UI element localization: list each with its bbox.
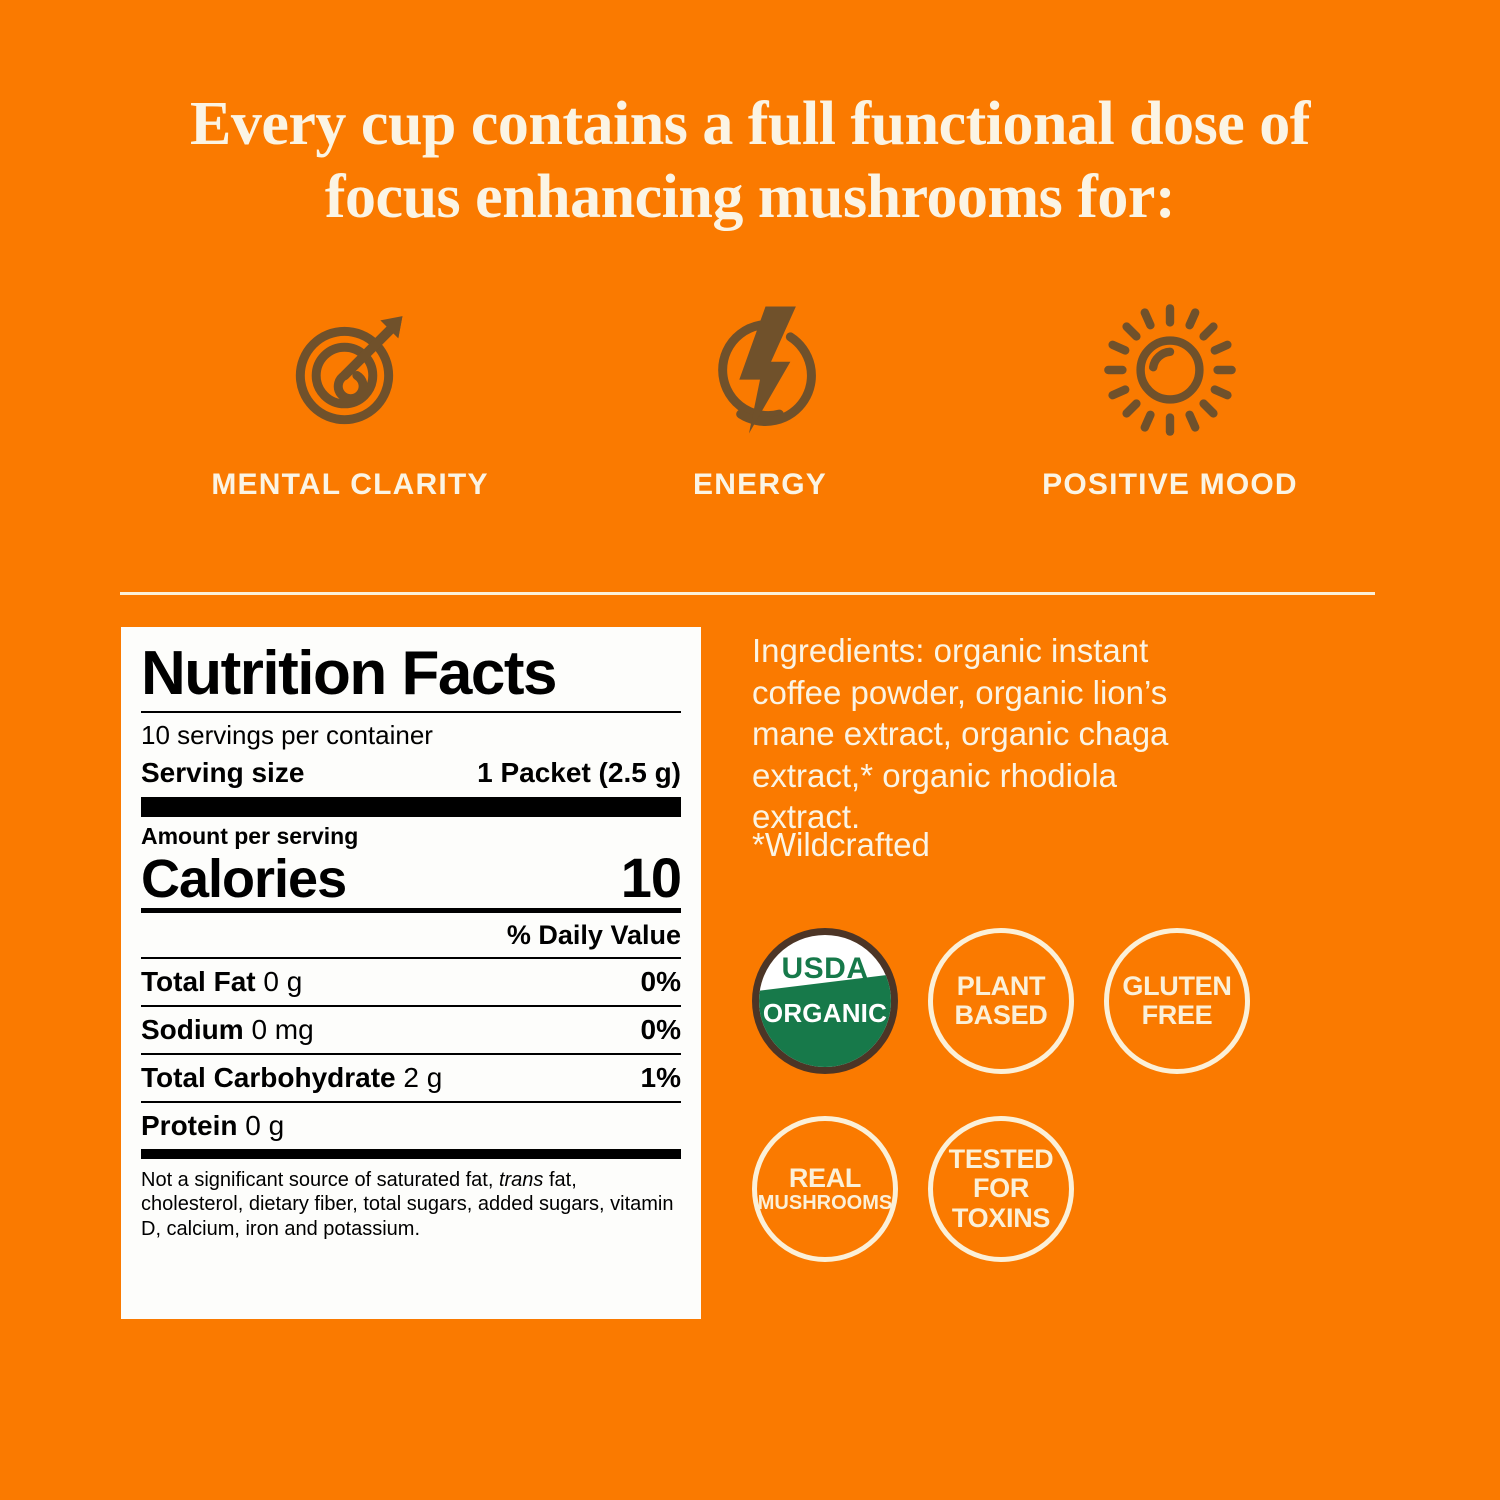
ingredients-line-3: mane extract, organic chaga [752, 715, 1169, 753]
ingredients-line-1: Ingredients: organic instant [752, 632, 1149, 669]
badge-usda-organic: USDA ORGANIC [752, 928, 898, 1074]
badge-line-2: FOR [972, 1173, 1030, 1204]
ingredients-line-5: extract. [752, 798, 861, 836]
nf-rule-med [141, 907, 681, 913]
benefit-energy: ENERGY [560, 300, 960, 502]
nutrient-name: Sodium [141, 1013, 244, 1045]
badge-row-1: USDA ORGANIC PLANT BASED GLUTEN FREE [752, 928, 1292, 1074]
target-icon [281, 300, 419, 440]
calories-label: Calories [141, 848, 347, 909]
badge-tested-for-toxins: TESTED FOR TOXINS [928, 1116, 1074, 1262]
nf-rule [141, 1004, 681, 1007]
benefit-label: POSITIVE MOOD [1042, 468, 1298, 501]
wildcrafted-note: *Wildcrafted [752, 826, 930, 863]
nutrient-name: Total Fat [141, 965, 256, 997]
footnote-italic-trans: trans [498, 1168, 544, 1191]
nf-rule [141, 956, 681, 959]
usda-organic-seal: USDA ORGANIC [752, 928, 898, 1074]
nf-rule [141, 711, 681, 713]
badge-label: REAL MUSHROOMS [757, 1162, 893, 1215]
nutrient-row-protein: Protein 0 g [141, 1103, 681, 1149]
lightning-icon [691, 300, 829, 440]
benefit-positive-mood: POSITIVE MOOD [970, 300, 1370, 502]
nutrient-percent: 0% [640, 1013, 681, 1045]
badge-line-1: GLUTEN [1122, 970, 1232, 1001]
badge-label: PLANT BASED [954, 970, 1048, 1030]
section-divider [120, 592, 1375, 595]
nutrient-amount: 0 g [263, 965, 303, 997]
ingredients-line-2: coffee powder, organic lion’s [752, 673, 1168, 711]
nutrient-row-total-fat: Total Fat 0 g 0% [141, 959, 681, 1005]
nutrition-facts-title: Nutrition Facts [141, 639, 557, 708]
nutrient-amount: 2 g [403, 1061, 443, 1093]
amount-per-serving-label: Amount per serving [141, 822, 359, 849]
nutrition-facts-panel: Nutrition Facts 10 servings per containe… [121, 627, 701, 1319]
nf-rule-thick [141, 796, 681, 817]
nutrient-name: Protein [141, 1109, 238, 1141]
nf-rule [141, 1100, 681, 1103]
badge-line-1: TESTED [948, 1144, 1054, 1175]
badge-plant-based: PLANT BASED [928, 928, 1074, 1074]
nutrient-percent: 1% [640, 1061, 681, 1093]
benefit-label: MENTAL CLARITY [211, 468, 489, 501]
nutrient-row-total-carbohydrate: Total Carbohydrate 2 g 1% [141, 1055, 681, 1101]
nf-rule [141, 1052, 681, 1055]
badge-ring: REAL MUSHROOMS [752, 1116, 898, 1262]
nutrition-footnote: Not a significant source of saturated fa… [141, 1159, 681, 1241]
badge-ring: GLUTEN FREE [1104, 928, 1250, 1074]
calories-row: Calories 10 [141, 845, 682, 909]
badge-line-2: FREE [1141, 1000, 1213, 1030]
headline-line-1: Every cup contains a full functional dos… [190, 90, 1310, 158]
page-headline: Every cup contains a full functional dos… [120, 88, 1380, 233]
daily-value-header: % Daily Value [506, 919, 681, 950]
badge-ring: TESTED FOR TOXINS [928, 1116, 1074, 1262]
badge-row-2: REAL MUSHROOMS TESTED FOR TOXINS [752, 1116, 1292, 1262]
ingredients-text: Ingredients: organic instant coffee powd… [752, 630, 1312, 838]
serving-size-row: Serving size 1 Packet (2.5 g) [141, 753, 681, 797]
badge-gluten-free: GLUTEN FREE [1104, 928, 1250, 1074]
calories-value: 10 [620, 845, 682, 909]
nutrient-row-sodium: Sodium 0 mg 0% [141, 1007, 681, 1053]
footnote-part-1: Not a significant source of saturated fa… [141, 1168, 499, 1191]
badge-line-1: REAL [788, 1162, 862, 1193]
usda-label: USDA [781, 952, 869, 985]
badge-line-1: PLANT [956, 970, 1046, 1001]
badge-label: TESTED FOR TOXINS [948, 1144, 1054, 1233]
ingredients-line-4: extract,* organic rhodiola [752, 756, 1118, 794]
badge-ring: PLANT BASED [928, 928, 1074, 1074]
nutrient-amount: 0 g [245, 1109, 285, 1141]
usda-seal-inner: USDA ORGANIC [759, 935, 891, 1067]
badge-label: GLUTEN FREE [1122, 970, 1232, 1030]
badge-line-2: MUSHROOMS [757, 1191, 893, 1214]
headline-line-2: focus enhancing mushrooms for: [324, 162, 1176, 231]
nutrient-amount: 0 mg [251, 1013, 314, 1045]
certification-badges: USDA ORGANIC PLANT BASED GLUTEN FREE [752, 928, 1292, 1262]
badge-real-mushrooms: REAL MUSHROOMS [752, 1116, 898, 1262]
benefit-mental-clarity: MENTAL CLARITY [150, 300, 550, 502]
organic-label: ORGANIC [762, 998, 888, 1028]
badge-line-3: TOXINS [951, 1202, 1051, 1233]
badge-line-2: BASED [954, 1000, 1048, 1030]
serving-size-value: 1 Packet (2.5 g) [477, 756, 681, 788]
sun-icon [1100, 300, 1240, 440]
servings-per-container: 10 servings per container [141, 720, 433, 750]
benefit-label: ENERGY [693, 468, 827, 501]
nutrient-name: Total Carbohydrate [141, 1061, 396, 1093]
benefits-row: MENTAL CLARITY ENERGY [150, 300, 1370, 502]
nutrient-percent: 0% [640, 965, 681, 997]
footnote-part-2: fat, cholesterol, dietary fiber, total s… [141, 1168, 674, 1240]
serving-size-label: Serving size [141, 756, 305, 788]
nf-rule-thick [141, 1148, 681, 1159]
